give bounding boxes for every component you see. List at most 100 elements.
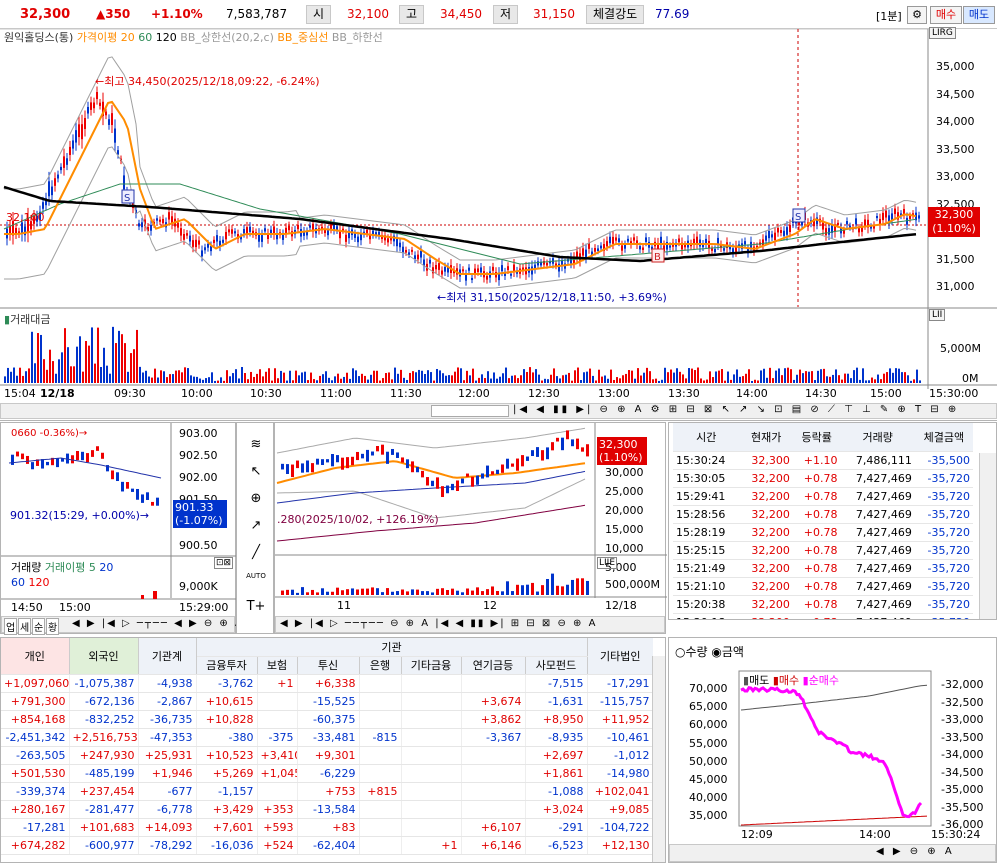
legend-bb-mid[interactable]: BB_중심선 xyxy=(277,31,329,44)
sell-button[interactable]: 매도 xyxy=(963,6,995,24)
col-time[interactable]: 시간 xyxy=(673,423,740,452)
trade-amount: -35,720 xyxy=(914,577,973,596)
hdr-other-corp[interactable]: 기타법인 xyxy=(587,638,654,675)
mini2-toolbar[interactable]: ◀ ▶ |◀ ▷ ──┬── ⊖ ⊕ A |◀ ◀ ▮▮ ▶| ⊞ ⊟ ⊠ ⊖ … xyxy=(275,616,665,633)
investor-cell: -13,584 xyxy=(297,800,360,819)
col-volume[interactable]: 거래량 xyxy=(840,423,915,452)
chart-options-badge[interactable]: LIRG xyxy=(929,27,956,39)
investor-cell xyxy=(257,692,298,711)
hdr-inst-4[interactable]: 보험 xyxy=(257,656,298,675)
trade-row[interactable]: 15:30:05 32,200 +0.78 7,427,469 -35,720 xyxy=(673,469,973,488)
flow-scrollbar[interactable]: ◀ ▶ ⊖ ⊕ A xyxy=(669,844,996,862)
trade-row[interactable]: 15:28:19 32,200 +0.78 7,427,469 -35,720 xyxy=(673,523,973,542)
hdr-inst-3[interactable]: 금융투자 xyxy=(196,656,258,675)
draw-tool-icon[interactable]: ↖ xyxy=(250,464,262,479)
trade-row[interactable]: 15:21:10 32,200 +0.78 7,427,469 -35,720 xyxy=(673,577,973,596)
investor-row[interactable]: -263,505+247,930+25,931+10,523+3,410+9,3… xyxy=(1,746,654,765)
radio-quantity[interactable]: 수량 xyxy=(685,645,708,659)
price-chart[interactable]: S S B xyxy=(0,29,997,421)
investor-scrollbar[interactable] xyxy=(652,656,665,862)
investor-row[interactable]: +280,167 -281,477 -6,778 +3,429 +353 -13,584 +… xyxy=(1,800,654,819)
mini2-tick: 30,000 xyxy=(605,466,644,479)
draw-tool-icon[interactable]: ≋ xyxy=(250,437,262,452)
draw-tool-icon[interactable]: T+ xyxy=(246,599,266,614)
mini2-badge[interactable]: LIIE xyxy=(597,557,618,569)
investor-cell xyxy=(461,674,526,693)
radio-amount[interactable]: 금액 xyxy=(721,645,744,659)
hdr-individual[interactable]: 개인 xyxy=(1,638,70,675)
trade-volume: 7,427,469 xyxy=(840,487,915,506)
hdr-inst-7[interactable]: 기타금융 xyxy=(401,656,462,675)
draw-tool-icon[interactable]: AUTO xyxy=(246,572,266,580)
index-mini-chart[interactable]: 0660 -0.36%)→ 903.00902.50902.00901.5090… xyxy=(0,422,242,635)
volume-pane-badge[interactable]: LII xyxy=(929,309,946,321)
qty-amount-radio[interactable]: ○수량 ◉금액 xyxy=(675,645,744,659)
trade-volume: 7,427,469 xyxy=(840,559,915,578)
trade-row[interactable]: 15:25:15 32,200 +0.78 7,427,469 -35,720 xyxy=(673,541,973,560)
legend-ma20[interactable]: 가격이평 20 xyxy=(76,31,135,44)
investor-row[interactable]: +791,300 -672,136 -2,867 +10,615 -15,525 +3,6… xyxy=(1,692,654,711)
chart-scrollbar[interactable]: |◀ ◀ ▮▮ ▶| ⊖ ⊕ A ⚙ ⊞ ⊟ ⊠ ↖ ↗ ↘ ⊡ ▤ ⊘ ⟋ ⊤… xyxy=(0,403,997,419)
scroll-thumb[interactable] xyxy=(431,405,509,417)
change-rate: +1.10% xyxy=(151,7,203,21)
legend-ma120[interactable]: 120 xyxy=(155,31,177,44)
investor-cell: +3,429 xyxy=(196,800,258,819)
draw-tool-icon[interactable]: ⊕ xyxy=(250,491,262,506)
investor-cell: +524 xyxy=(257,836,298,855)
trades-scrollbar[interactable] xyxy=(979,453,996,619)
investor-cell: -815 xyxy=(359,728,402,747)
investor-cell: +9,085 xyxy=(587,800,654,819)
settings-gear-icon[interactable]: ⚙ xyxy=(907,6,927,24)
mini1-tab-3[interactable]: 황 xyxy=(46,618,60,635)
mini1-x-1500: 15:00 xyxy=(59,601,91,614)
col-rate[interactable]: 등락률 xyxy=(792,423,841,452)
investor-row[interactable]: +854,168 -832,252 -36,735 +10,828 -60,375 +3,… xyxy=(1,710,654,729)
mini1-toolbar[interactable]: 업 세 순 황 ◀ ▶ |◀ ▷ ─┬── ◀ ▶ ⊖ ⊕ A xyxy=(1,616,242,635)
hdr-institution-total[interactable]: 기관계 xyxy=(138,638,197,675)
mini2-nav-icons[interactable]: ◀ ▶ |◀ ▷ ──┬── ⊖ ⊕ A |◀ ◀ ▮▮ ▶| ⊞ ⊟ ⊠ ⊖ … xyxy=(280,618,598,629)
trade-volume: 7,427,469 xyxy=(840,595,915,614)
mini1-tab-0[interactable]: 업 xyxy=(4,618,18,635)
investor-row[interactable]: +501,530-485,199+1,946+5,269+1,045-6,229… xyxy=(1,764,654,783)
flow-nav-icons[interactable]: ◀ ▶ ⊖ ⊕ A xyxy=(876,846,955,857)
mini1-tab-1[interactable]: 세 xyxy=(18,618,32,635)
col-price[interactable]: 현재가 xyxy=(739,423,793,452)
trade-row[interactable]: 15:29:41 32,200 +0.78 7,427,469 -35,720 xyxy=(673,487,973,506)
period-label[interactable]: [1분] xyxy=(876,10,902,23)
investor-cell: +6,107 xyxy=(461,818,526,837)
hdr-foreign[interactable]: 외국인 xyxy=(69,638,139,675)
mini1-vol-options[interactable]: ⊡⊠ xyxy=(214,557,234,569)
investor-row[interactable]: -17,281 +101,683 +14,093 +7,601 +593 +83 +6,10… xyxy=(1,818,654,837)
trade-row[interactable]: 15:21:49 32,200 +0.78 7,427,469 -35,720 xyxy=(673,559,973,578)
draw-tool-icon[interactable]: ╱ xyxy=(252,545,260,560)
col-amount[interactable]: 체결금액 xyxy=(914,423,973,452)
mini1-tab-2[interactable]: 순 xyxy=(32,618,46,635)
hdr-inst-5[interactable]: 투신 xyxy=(297,656,360,675)
trade-row[interactable]: 15:20:1832,200+0.787,427,469-35,720 xyxy=(673,613,973,619)
trade-row[interactable]: 15:30:24 32,300 +1.10 7,486,111 -35,500 xyxy=(673,451,973,470)
hdr-inst-9[interactable]: 사모펀드 xyxy=(525,656,588,675)
trade-rate: +0.78 xyxy=(792,523,841,542)
hdr-inst-6[interactable]: 은행 xyxy=(359,656,402,675)
investor-row[interactable]: -339,374 +237,454 -677 -1,157 +753 +815 -1,088… xyxy=(1,782,654,801)
investor-row[interactable]: +674,282 -600,977 -78,292 -16,036 +524 -62,40… xyxy=(1,836,654,855)
mini1-nav-icons[interactable]: ◀ ▶ |◀ ▷ ─┬── ◀ ▶ ⊖ ⊕ A xyxy=(72,618,244,629)
mini2-tick: 25,000 xyxy=(605,485,644,498)
sell-signal-marker[interactable] xyxy=(121,189,135,204)
trade-row[interactable]: 15:20:38 32,200 +0.78 7,427,469 -35,720 xyxy=(673,595,973,614)
sell-signal-marker-2[interactable] xyxy=(792,208,806,223)
draw-tool-icon[interactable]: ↗ xyxy=(250,518,262,533)
legend-ma60[interactable]: 60 xyxy=(138,31,153,44)
investor-cell: +791,300 xyxy=(1,692,70,711)
legend-bb-lower[interactable]: BB_하한선 xyxy=(331,31,383,44)
daily-mini-chart[interactable]: 35,00030,00025,00020,00015,00010,0005,00… xyxy=(274,422,667,634)
buy-button[interactable]: 매수 xyxy=(930,6,962,24)
buy-signal-marker[interactable] xyxy=(651,248,665,263)
legend-bb-upper[interactable]: BB_상한선(20,2,c) xyxy=(180,31,274,44)
time-tick: 11:00 xyxy=(320,387,352,400)
chart-toolbar-icons[interactable]: |◀ ◀ ▮▮ ▶| ⊖ ⊕ A ⚙ ⊞ ⊟ ⊠ ↖ ↗ ↘ ⊡ ▤ ⊘ ⟋ ⊤… xyxy=(513,404,960,415)
investor-row[interactable]: +1,097,060 -1,075,387 -4,938 -3,762 +1 +6,338… xyxy=(1,674,654,693)
investor-row[interactable]: -2,451,342 +2,516,753 -47,353 -380 -375 -33,4… xyxy=(1,728,654,747)
trade-row[interactable]: 15:28:56 32,200 +0.78 7,427,469 -35,720 xyxy=(673,505,973,524)
hdr-inst-8[interactable]: 연기금등 xyxy=(461,656,526,675)
